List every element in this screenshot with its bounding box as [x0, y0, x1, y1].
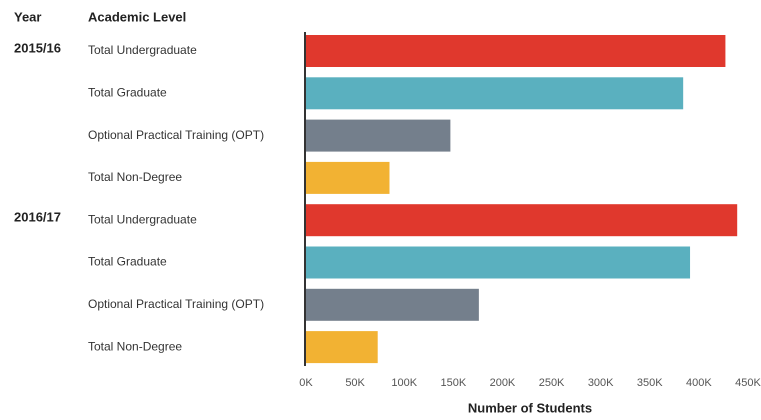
x-tick-label: 400K [686, 377, 712, 389]
category-label: Total Graduate [88, 85, 167, 99]
bar [306, 35, 726, 67]
category-label: Total Undergraduate [88, 43, 197, 57]
header-year: Year [14, 9, 41, 24]
x-tick-label: 100K [391, 377, 417, 389]
bar [306, 204, 738, 237]
category-label: Total Graduate [88, 255, 167, 269]
x-tick-label: 250K [539, 377, 565, 389]
bar [306, 331, 378, 364]
category-label: Optional Practical Training (OPT) [88, 297, 264, 311]
x-tick-label: 300K [588, 377, 614, 389]
bar [306, 288, 479, 321]
year-label: 2016/17 [14, 210, 61, 225]
x-axis-title: Number of Students [468, 400, 592, 415]
bar [306, 119, 451, 152]
x-tick-label: 200K [490, 377, 516, 389]
header-level: Academic Level [88, 9, 186, 24]
x-tick-label: 50K [345, 377, 365, 389]
category-label: Optional Practical Training (OPT) [88, 128, 264, 142]
bar [306, 77, 684, 110]
category-label: Total Undergraduate [88, 212, 197, 226]
category-label: Total Non-Degree [88, 170, 182, 184]
bar [306, 161, 390, 194]
x-tick-label: 0K [299, 377, 313, 389]
x-tick-label: 450K [735, 377, 761, 389]
bar [306, 246, 691, 279]
x-tick-label: 150K [440, 377, 466, 389]
x-tick-label: 350K [637, 377, 663, 389]
category-label: Total Non-Degree [88, 339, 182, 353]
year-label: 2015/16 [14, 40, 61, 55]
